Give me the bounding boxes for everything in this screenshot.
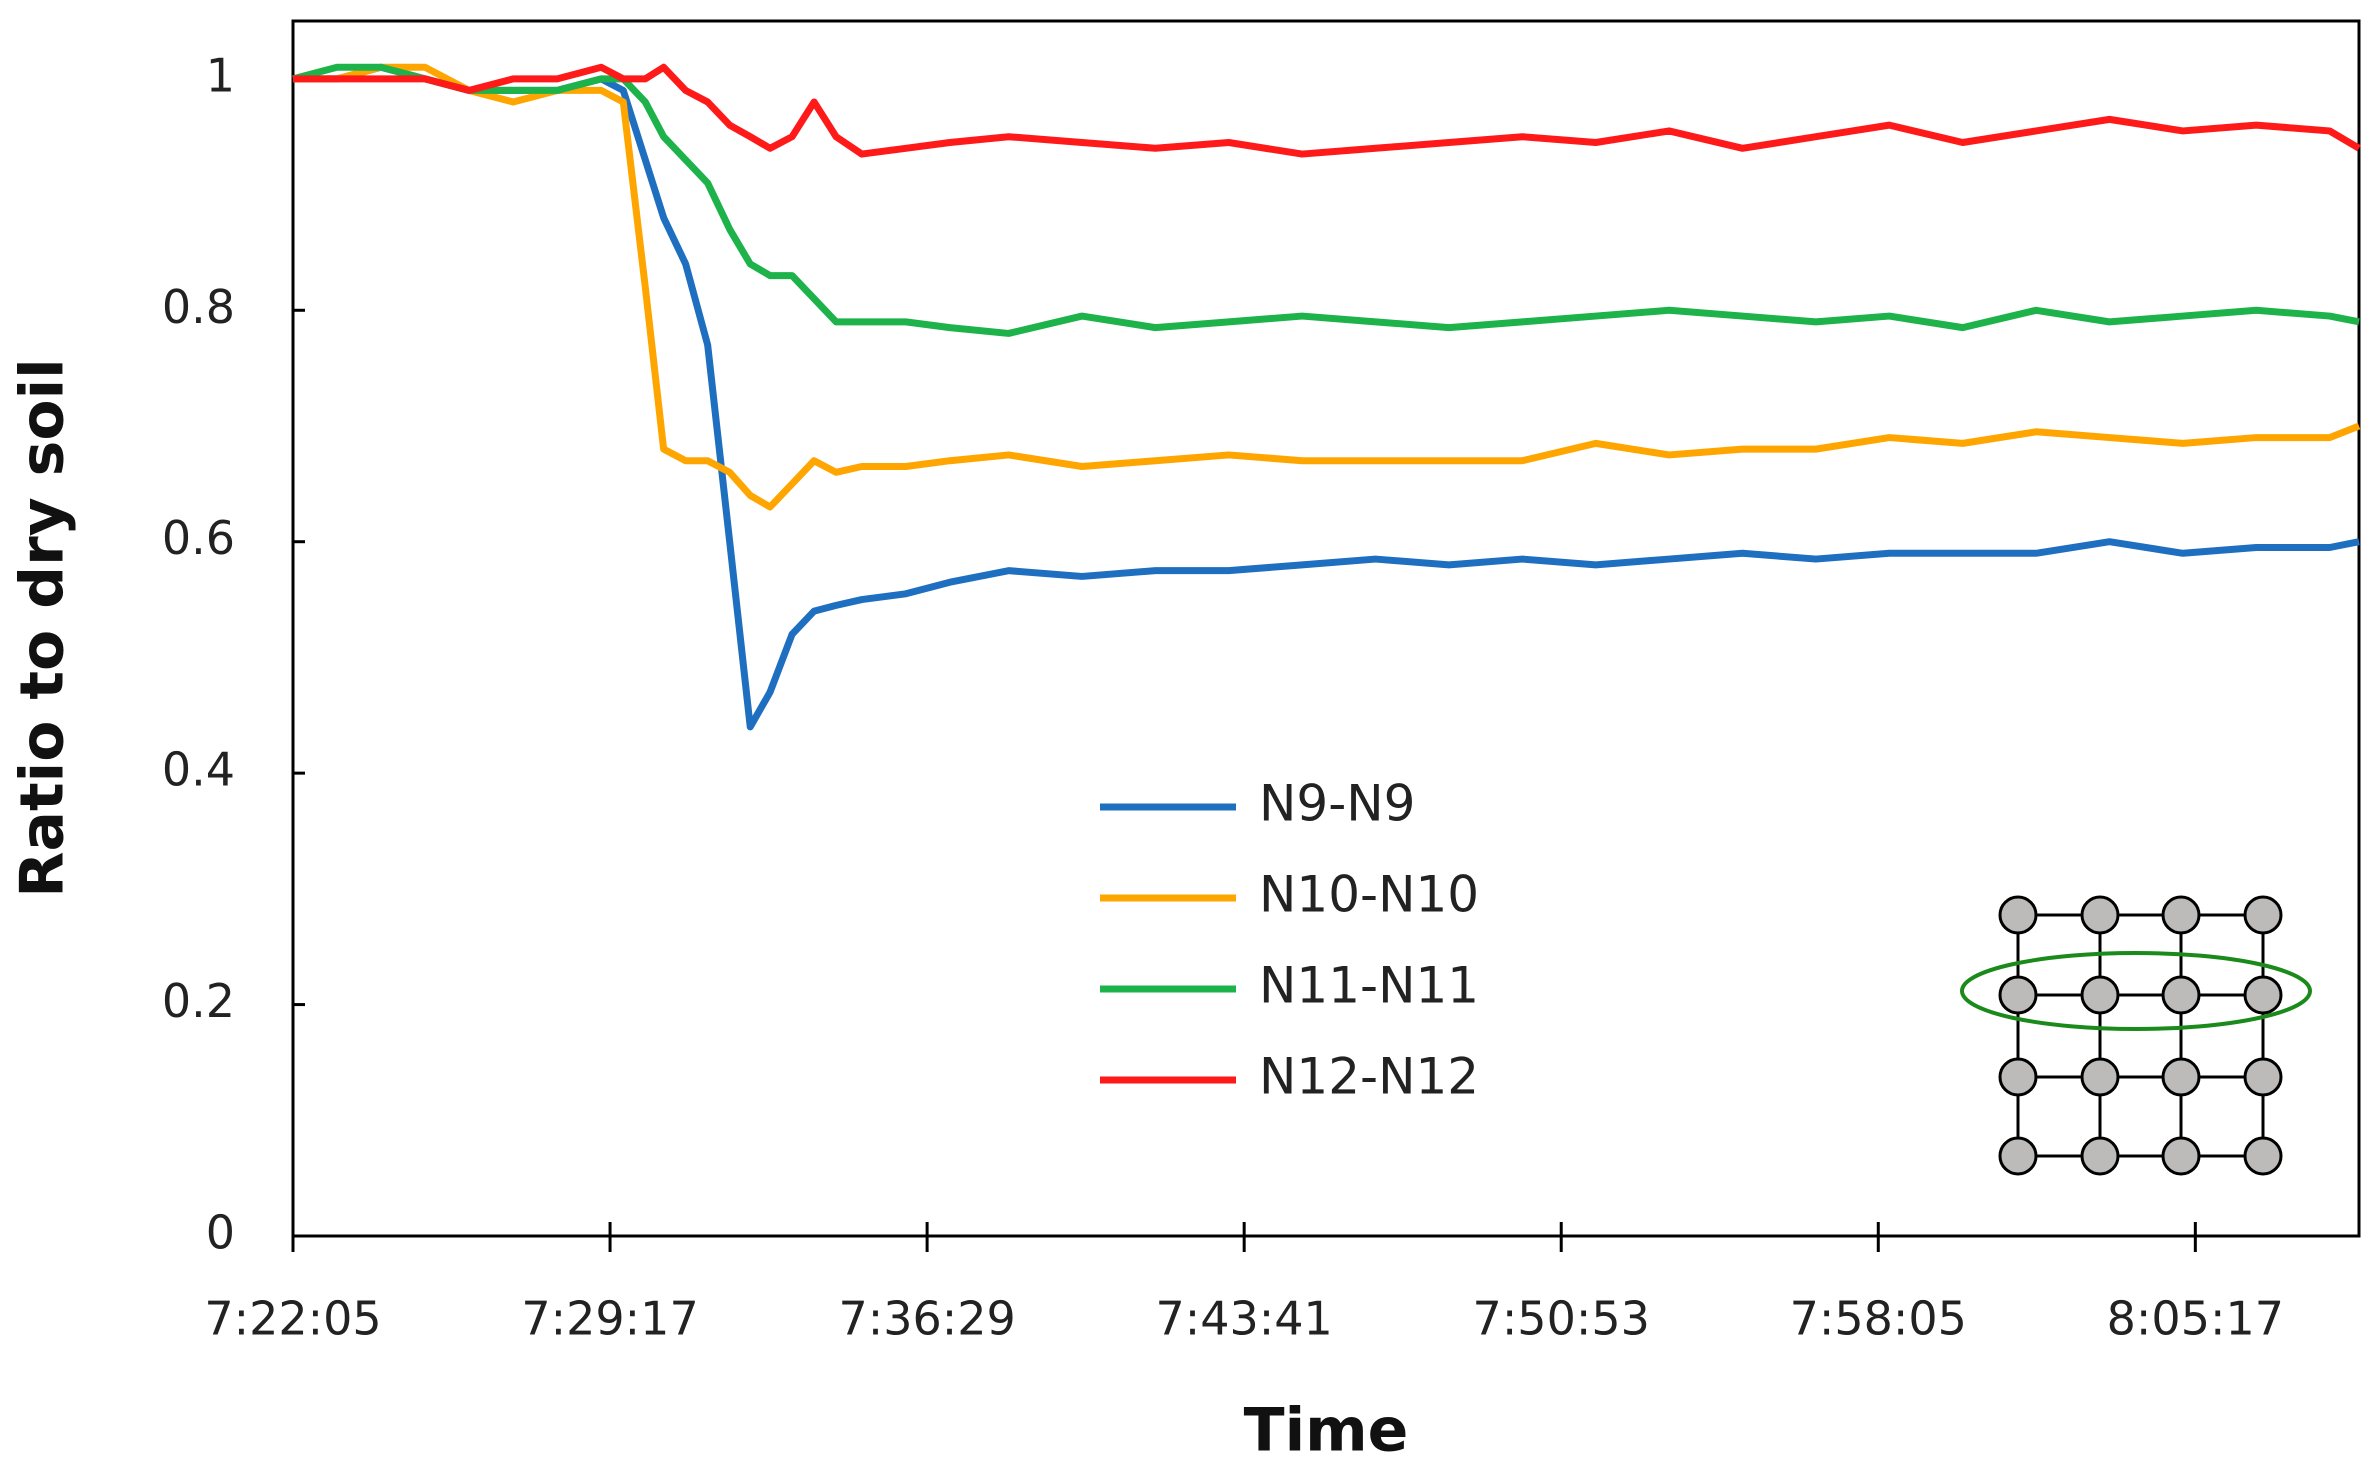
node xyxy=(2161,895,2201,935)
y-tick-label: 0.2 xyxy=(162,974,235,1028)
series-line xyxy=(293,63,2361,158)
node-grid-inset xyxy=(1960,895,2312,1176)
node xyxy=(2161,1057,2201,1097)
series-line xyxy=(293,63,2361,511)
node xyxy=(2080,975,2120,1015)
x-axis-title: Time xyxy=(1244,1396,1409,1466)
x-tick-label: 7:58:05 xyxy=(1790,1292,1967,1346)
node xyxy=(2161,1136,2201,1176)
node xyxy=(2243,1057,2283,1097)
node xyxy=(2243,975,2283,1015)
node xyxy=(2243,1136,2283,1176)
node xyxy=(1998,1136,2038,1176)
node xyxy=(2080,1136,2120,1176)
highlight-ellipse xyxy=(1960,951,2312,1031)
y-axis-title: Ratio to dry soil xyxy=(8,358,78,897)
legend-label: N9-N9 xyxy=(1259,775,1415,833)
y-tick-label: 1 xyxy=(206,48,235,102)
node xyxy=(1998,1057,2038,1097)
x-tick-label: 7:43:41 xyxy=(1155,1292,1332,1346)
node xyxy=(1998,895,2038,935)
node xyxy=(2161,975,2201,1015)
y-tick-label: 0.8 xyxy=(162,280,235,334)
node xyxy=(2080,1057,2120,1097)
y-tick-label: 0.4 xyxy=(162,743,235,797)
x-tick-label: 7:29:17 xyxy=(521,1292,698,1346)
legend-label: N11-N11 xyxy=(1259,957,1479,1015)
plot-frame xyxy=(291,19,2361,1238)
node xyxy=(2243,895,2283,935)
x-tick-label: 7:36:29 xyxy=(838,1292,1015,1346)
legend-label: N10-N10 xyxy=(1259,866,1479,924)
series-line xyxy=(293,63,2360,731)
x-tick-label: 8:05:17 xyxy=(2107,1292,2284,1346)
node xyxy=(1998,975,2038,1015)
y-tick-label: 0 xyxy=(206,1206,235,1260)
x-tick-label: 7:50:53 xyxy=(1473,1292,1650,1346)
node xyxy=(2080,895,2120,935)
y-tick-label: 0.6 xyxy=(162,511,235,565)
x-tick-label: 7:22:05 xyxy=(204,1292,381,1346)
legend-label: N12-N12 xyxy=(1259,1048,1479,1106)
series-line xyxy=(292,63,2360,337)
